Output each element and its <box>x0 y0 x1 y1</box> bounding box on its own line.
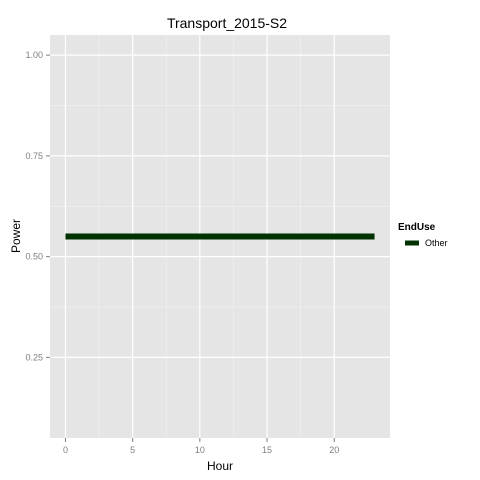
x-tick-label: 5 <box>130 445 135 455</box>
y-axis: 0.25 0.50 0.75 1.00 <box>25 50 50 362</box>
x-tick-label: 0 <box>63 445 68 455</box>
y-tick-label: 0.50 <box>25 252 43 262</box>
chart-title: Transport_2015-S2 <box>167 15 287 31</box>
x-tick-label: 15 <box>262 445 272 455</box>
x-axis: 0 5 10 15 20 <box>63 438 339 455</box>
legend-label: Other <box>425 238 448 248</box>
legend: EndUse Other <box>398 222 448 248</box>
y-tick-label: 1.00 <box>25 50 43 60</box>
x-tick-label: 10 <box>195 445 205 455</box>
x-tick-label: 20 <box>329 445 339 455</box>
x-axis-title: Hour <box>207 459 233 473</box>
y-axis-title: Power <box>9 219 23 253</box>
y-tick-label: 0.75 <box>25 151 43 161</box>
legend-title: EndUse <box>398 222 436 233</box>
y-tick-label: 0.25 <box>25 352 43 362</box>
